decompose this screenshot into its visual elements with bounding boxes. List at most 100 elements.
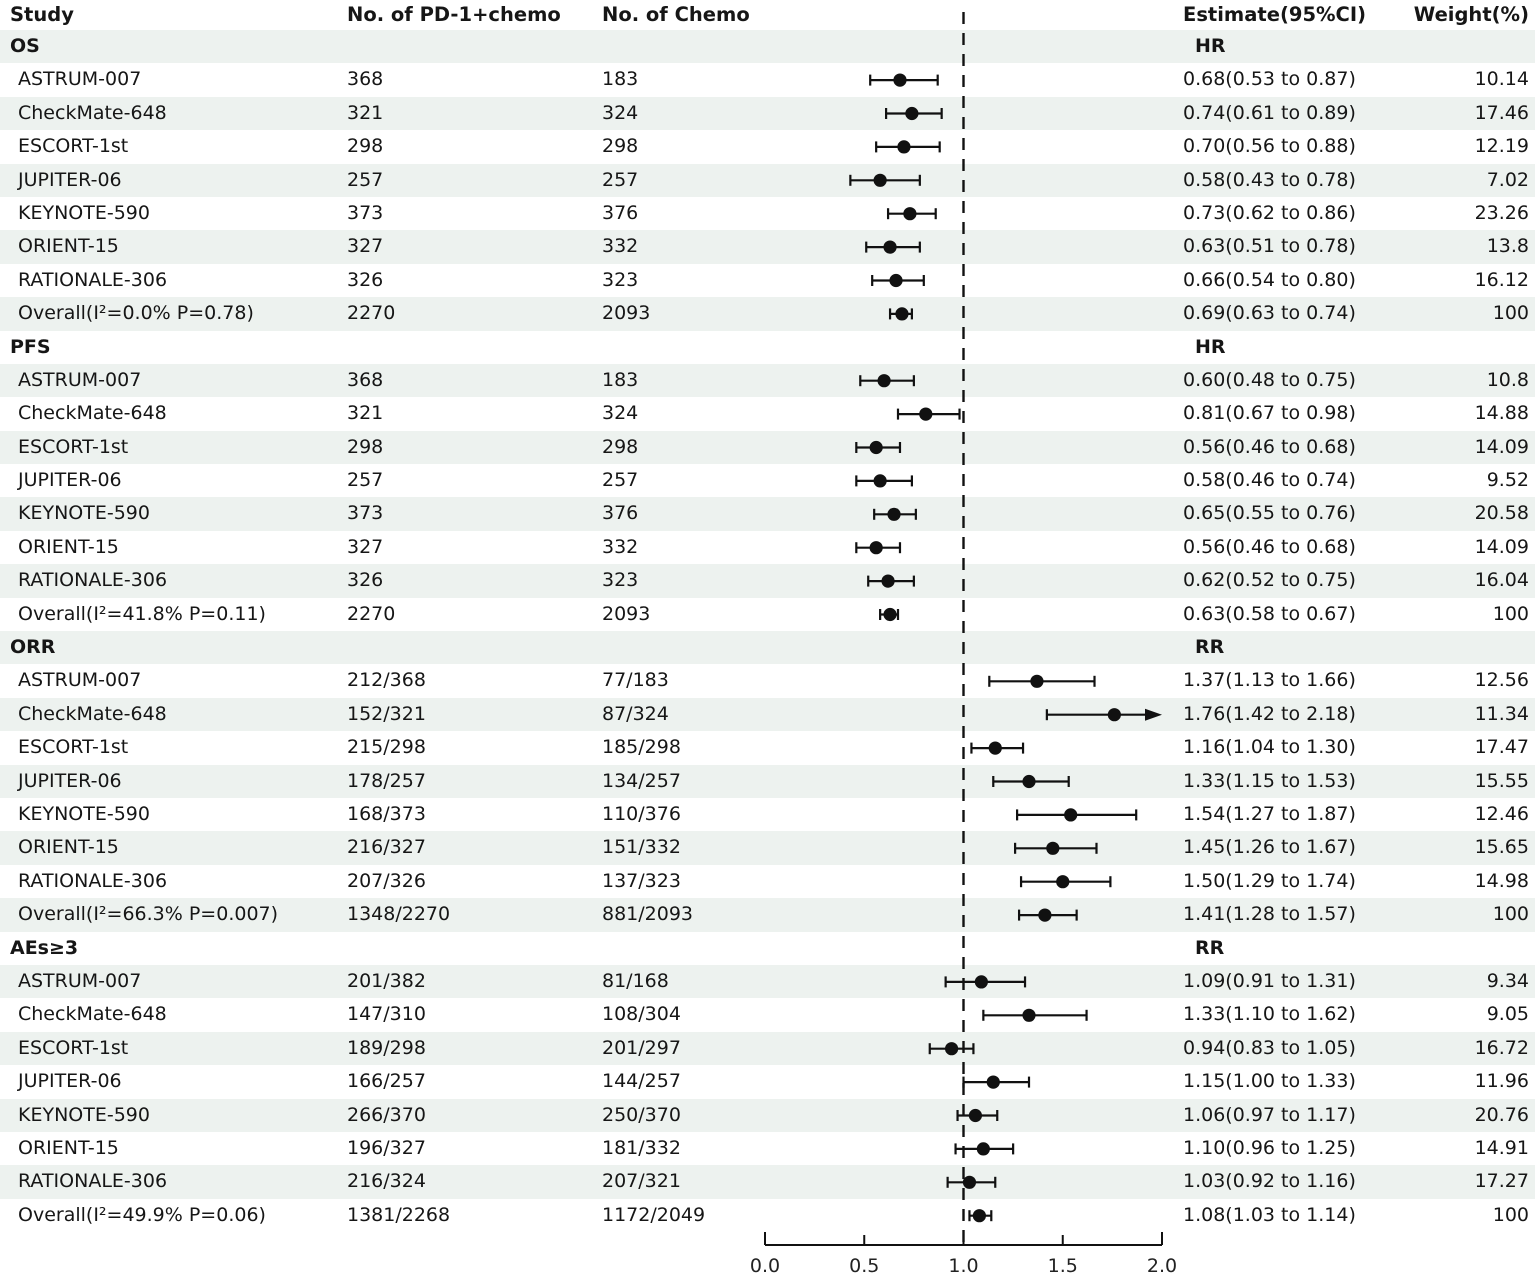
- pd1-chemo-count: 321: [347, 402, 384, 425]
- estimate-ci-value: 1.33(1.10 to 1.62): [1183, 1003, 1356, 1026]
- study-row: RATIONALE-306 326 323 0.62(0.52 to 0.75) 16.…: [0, 564, 1535, 598]
- chemo-count: 207/321: [602, 1170, 681, 1193]
- estimate-ci-value: 0.69(0.63 to 0.74): [1183, 302, 1356, 325]
- chemo-count: 77/183: [602, 669, 669, 692]
- study-row: ORIENT-15 196/327 181/332 1.10(0.96 to 1.25…: [0, 1132, 1535, 1165]
- estimate-ci-value: 1.41(1.28 to 1.57): [1183, 903, 1356, 926]
- section-label: ORR: [10, 636, 56, 659]
- pd1-chemo-count: 257: [347, 469, 384, 492]
- study-name: CheckMate-648: [18, 101, 167, 124]
- weight-value: 16.04: [1474, 569, 1529, 592]
- estimate-ci-value: 1.15(1.00 to 1.33): [1183, 1070, 1356, 1093]
- study-row: ASTRUM-007 201/382 81/168 1.09(0.91 to 1.31…: [0, 964, 1535, 999]
- estimate-ci-value: 0.74(0.61 to 0.89): [1183, 101, 1356, 124]
- weight-value: 16.12: [1474, 268, 1529, 291]
- pd1-chemo-count: 216/324: [347, 1170, 426, 1193]
- estimate-ci-value: 1.10(0.96 to 1.25): [1183, 1136, 1356, 1159]
- column-header-pd1-chemo: No. of PD-1+chemo: [347, 3, 561, 26]
- study-row: ORIENT-15 327 332 0.63(0.51 to 0.78) 13.8: [0, 230, 1535, 264]
- chemo-count: 376: [602, 502, 639, 525]
- study-name: KEYNOTE-590: [18, 802, 150, 825]
- study-row: JUPITER-06 178/257 134/257 1.33(1.15 to 1.5…: [0, 764, 1535, 798]
- pd1-chemo-count: 168/373: [347, 802, 426, 825]
- chemo-count: 323: [602, 268, 639, 291]
- estimate-ci-value: 0.63(0.51 to 0.78): [1183, 235, 1356, 258]
- column-header-row: Study No. of PD-1+chemo No. of Chemo Est…: [0, 0, 1535, 30]
- chemo-count: 108/304: [602, 1003, 681, 1026]
- study-row: RATIONALE-306 207/326 137/323 1.50(1.29 to …: [0, 865, 1535, 898]
- estimate-ci-value: 1.50(1.29 to 1.74): [1183, 869, 1356, 892]
- effect-measure-label: RR: [1195, 636, 1225, 659]
- section-row: AEs≥3 RR: [0, 932, 1535, 965]
- study-row: KEYNOTE-590 373 376 0.73(0.62 to 0.86) 23.26: [0, 197, 1535, 230]
- weight-value: 9.34: [1486, 969, 1529, 992]
- weight-value: 11.34: [1474, 702, 1529, 725]
- estimate-ci-value: 0.62(0.52 to 0.75): [1183, 569, 1356, 592]
- estimate-ci-value: 0.73(0.62 to 0.86): [1183, 201, 1356, 224]
- estimate-ci-value: 0.65(0.55 to 0.76): [1183, 502, 1356, 525]
- estimate-ci-value: 1.08(1.03 to 1.14): [1183, 1203, 1356, 1226]
- overall-row: Overall(I²=49.9% P=0.06) 1381/2268 1172/20…: [0, 1199, 1535, 1232]
- weight-value: 20.58: [1474, 502, 1529, 525]
- chemo-count: 87/324: [602, 702, 669, 725]
- weight-value: 100: [1492, 302, 1529, 325]
- pd1-chemo-count: 1381/2268: [347, 1203, 451, 1226]
- study-row: KEYNOTE-590 266/370 250/370 1.06(0.97 to 1.…: [0, 1098, 1535, 1132]
- pd1-chemo-count: 257: [347, 168, 384, 191]
- weight-value: 14.09: [1474, 435, 1529, 458]
- section-label: OS: [10, 35, 40, 57]
- study-row: RATIONALE-306 326 323 0.66(0.54 to 0.80) 16.…: [0, 264, 1535, 297]
- weight-value: 9.05: [1486, 1003, 1529, 1026]
- estimate-ci-value: 0.68(0.53 to 0.87): [1183, 68, 1356, 91]
- study-row: ESCORT-1st 298 298 0.56(0.46 to 0.68) 14.09: [0, 430, 1535, 465]
- weight-value: 15.55: [1474, 769, 1529, 792]
- estimate-ci-value: 0.81(0.67 to 0.98): [1183, 402, 1356, 425]
- pd1-chemo-count: 2270: [347, 302, 396, 325]
- estimate-ci-value: 1.09(0.91 to 1.31): [1183, 969, 1356, 992]
- pd1-chemo-count: 152/321: [347, 702, 426, 725]
- weight-value: 17.46: [1474, 101, 1529, 124]
- chemo-count: 323: [602, 569, 639, 592]
- weight-value: 11.96: [1474, 1070, 1529, 1093]
- weight-value: 14.88: [1474, 402, 1529, 425]
- chemo-count: 183: [602, 68, 639, 91]
- x-axis-tick-label: 1.5: [1048, 1255, 1078, 1277]
- section-row: OS HR: [0, 30, 1535, 64]
- chemo-count: 257: [602, 469, 639, 492]
- study-name: ESCORT-1st: [18, 1036, 129, 1059]
- estimate-ci-value: 1.06(0.97 to 1.17): [1183, 1103, 1356, 1126]
- estimate-ci-value: 1.37(1.13 to 1.66): [1183, 669, 1356, 692]
- column-header-weight: Weight(%): [1413, 3, 1529, 26]
- study-row: KEYNOTE-590 168/373 110/376 1.54(1.27 to 1.…: [0, 798, 1535, 831]
- study-row: ASTRUM-007 368 183 0.68(0.53 to 0.87) 10.14: [0, 63, 1535, 96]
- chemo-count: 151/332: [602, 836, 681, 859]
- study-name: ORIENT-15: [18, 535, 119, 558]
- estimate-ci-value: 0.58(0.43 to 0.78): [1183, 168, 1356, 191]
- weight-value: 14.09: [1474, 535, 1529, 558]
- study-row: ASTRUM-007 212/368 77/183 1.37(1.13 to 1.66…: [0, 664, 1535, 697]
- chemo-count: 376: [602, 201, 639, 224]
- study-row: ASTRUM-007 368 183 0.60(0.48 to 0.75) 10.8: [0, 363, 1535, 398]
- study-name: CheckMate-648: [18, 1003, 167, 1026]
- study-name: RATIONALE-306: [18, 869, 168, 892]
- estimate-ci-value: 0.56(0.46 to 0.68): [1183, 535, 1356, 558]
- section-label: AEs≥3: [10, 936, 79, 959]
- effect-measure-label: RR: [1195, 936, 1225, 959]
- overall-label: Overall(I²=0.0% P=0.78): [18, 302, 254, 325]
- chemo-count: 185/298: [602, 736, 681, 759]
- pd1-chemo-count: 201/382: [347, 969, 426, 992]
- study-row: ESCORT-1st 298 298 0.70(0.56 to 0.88) 12.19: [0, 130, 1535, 163]
- pd1-chemo-count: 368: [347, 68, 384, 91]
- study-name: ASTRUM-007: [18, 969, 142, 992]
- overall-row: Overall(I²=0.0% P=0.78) 2270 2093 0.69(0.63…: [0, 297, 1535, 331]
- pd1-chemo-count: 298: [347, 435, 384, 458]
- chemo-count: 324: [602, 101, 639, 124]
- study-row: ESCORT-1st 215/298 185/298 1.16(1.04 to 1.3…: [0, 731, 1535, 764]
- weight-value: 17.27: [1474, 1170, 1529, 1193]
- estimate-ci-value: 0.70(0.56 to 0.88): [1183, 135, 1356, 158]
- study-name: ESCORT-1st: [18, 736, 129, 759]
- weight-value: 14.91: [1474, 1136, 1529, 1159]
- study-row: RATIONALE-306 216/324 207/321 1.03(0.92 to …: [0, 1165, 1535, 1199]
- chemo-count: 332: [602, 235, 639, 258]
